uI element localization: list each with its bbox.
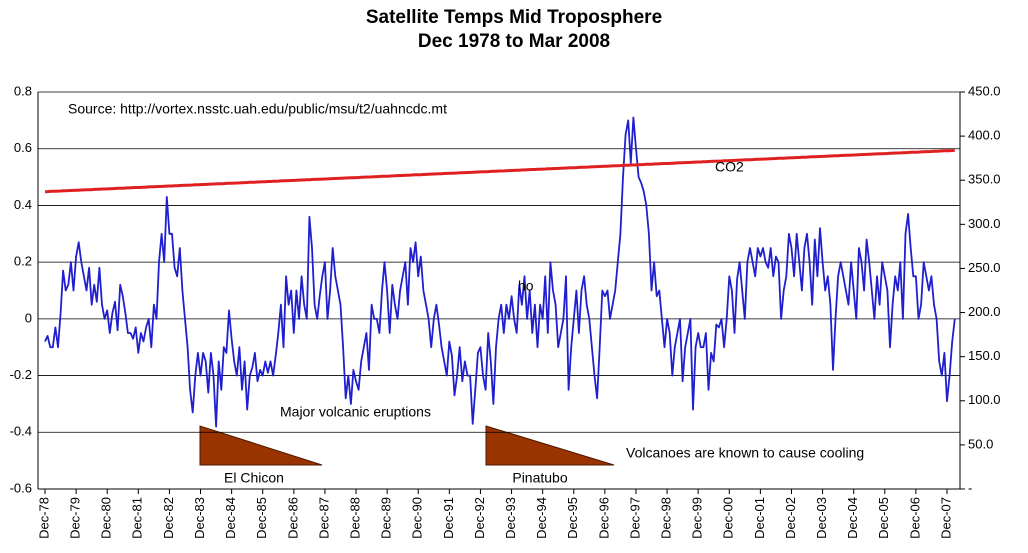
x-tick-label: Dec-80 — [99, 497, 114, 539]
y-tick-label: 0.2 — [14, 254, 32, 269]
x-tick-label: Dec-99 — [690, 497, 705, 539]
x-tick-label: Dec-78 — [36, 497, 51, 539]
x-tick-label: Dec-86 — [285, 497, 300, 539]
x-tick-label: Dec-91 — [441, 497, 456, 539]
x-tick-label: Dec-02 — [783, 497, 798, 539]
annotation: ho — [518, 278, 534, 294]
x-tick-label: Dec-03 — [814, 497, 829, 539]
y2-tick-label: 150.0 — [968, 348, 1001, 363]
y2-tick-label: - — [968, 480, 972, 495]
x-tick-label: Dec-00 — [721, 497, 736, 539]
x-tick-label: Dec-04 — [845, 497, 860, 539]
annotation: Volcanoes are known to cause cooling — [626, 445, 864, 461]
x-tick-label: Dec-95 — [565, 497, 580, 539]
y-tick-label: 0.8 — [14, 83, 32, 98]
x-tick-label: Dec-93 — [503, 497, 518, 539]
y-tick-label: -0.2 — [10, 367, 32, 382]
annotation: El Chicon — [224, 470, 284, 486]
annotation: Source: http://vortex.nsstc.uah.edu/publ… — [68, 101, 447, 117]
pinatubo-triangle — [485, 425, 615, 466]
y2-tick-label: 100.0 — [968, 392, 1001, 407]
y2-tick-label: 200.0 — [968, 304, 1001, 319]
x-tick-label: Dec-82 — [161, 497, 176, 539]
y2-tick-label: 400.0 — [968, 128, 1001, 143]
temperature-line — [44, 116, 956, 428]
x-tick-label: Dec-81 — [130, 497, 145, 539]
x-tick-label: Dec-97 — [627, 497, 642, 539]
y2-tick-label: 300.0 — [968, 216, 1001, 231]
x-tick-label: Dec-98 — [659, 497, 674, 539]
x-tick-label: Dec-89 — [379, 497, 394, 539]
el-chicon-triangle — [199, 425, 323, 466]
x-tick-label: Dec-84 — [223, 497, 238, 539]
y-tick-label: 0.6 — [14, 140, 32, 155]
x-tick-label: Dec-83 — [192, 497, 207, 539]
y2-tick-label: 350.0 — [968, 172, 1001, 187]
y2-tick-label: 450.0 — [968, 83, 1001, 98]
series-label: CO2 — [715, 159, 744, 175]
co2-line — [44, 148, 955, 194]
y-tick-label: -0.4 — [10, 424, 32, 439]
chart-subtitle: Dec 1978 to Mar 2008 — [418, 31, 610, 52]
y-tick-label: 0.4 — [14, 197, 32, 212]
x-tick-label: Dec-96 — [596, 497, 611, 539]
x-tick-label: Dec-90 — [410, 497, 425, 539]
x-tick-label: Dec-06 — [907, 497, 922, 539]
annotation: Pinatubo — [512, 470, 567, 486]
x-tick-label: Dec-87 — [316, 497, 331, 539]
annotation: Major volcanic eruptions — [280, 404, 431, 420]
x-tick-label: Dec-05 — [876, 497, 891, 539]
chart-title: Satellite Temps Mid Troposphere — [366, 7, 662, 28]
x-tick-label: Dec-85 — [254, 497, 269, 539]
y-tick-label: -0.6 — [10, 480, 32, 495]
y-tick-label: 0 — [25, 310, 32, 325]
x-tick-label: Dec-79 — [68, 497, 83, 539]
x-tick-label: Dec-07 — [938, 497, 953, 539]
x-tick-label: Dec-94 — [534, 497, 549, 539]
x-tick-label: Dec-92 — [472, 497, 487, 539]
x-tick-label: Dec-88 — [347, 497, 362, 539]
x-tick-label: Dec-01 — [752, 497, 767, 539]
y2-tick-label: 250.0 — [968, 260, 1001, 275]
y2-tick-label: 50.0 — [968, 436, 993, 451]
